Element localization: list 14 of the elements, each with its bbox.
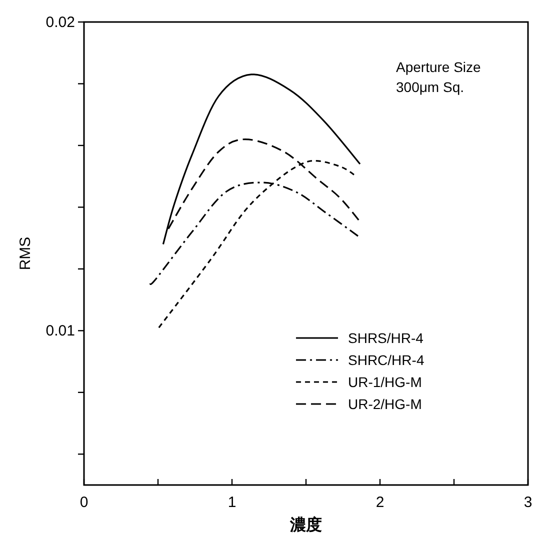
x-tick-label: 1 [228,494,236,511]
x-tick-label: 3 [524,494,532,511]
legend-label: SHRS/HR-4 [348,330,424,346]
y-tick-label: 0.02 [46,14,75,31]
y-axis-title: RMS [17,236,34,270]
legend-label: UR-1/HG-M [348,374,422,390]
line-series [162,74,361,246]
x-tick-label: 2 [376,494,384,511]
y-tick-label: 0.01 [46,322,75,340]
legend-label: UR-2/HG-M [348,396,422,412]
x-tick-label: 0 [80,494,88,511]
x-axis-title: 濃度 [289,515,322,534]
annotation: Aperture Size 300μm Sq. [396,59,482,95]
legend-label: SHRC/HR-4 [348,352,424,368]
